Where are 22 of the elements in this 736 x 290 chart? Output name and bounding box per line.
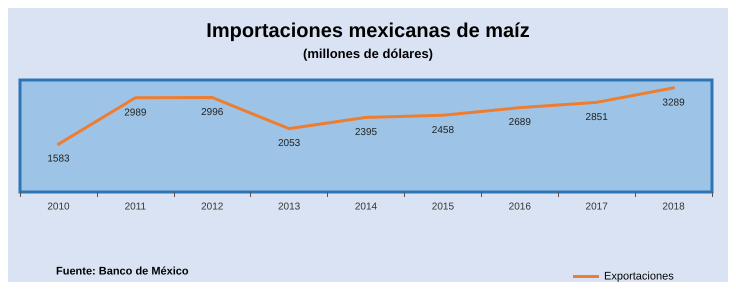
x-tick-label: 2013: [278, 202, 301, 212]
x-tick-label: 2012: [201, 202, 224, 212]
data-label: 2458: [432, 124, 454, 136]
chart-title: Importaciones mexicanas de maíz: [206, 20, 530, 42]
x-tick-label: 2014: [354, 202, 378, 212]
x-tick-label: 2015: [432, 202, 454, 212]
data-label: 2851: [586, 112, 608, 123]
data-label: 2989: [124, 107, 147, 118]
x-tick-label: 2016: [508, 202, 532, 212]
legend-label: Exportaciones: [604, 270, 674, 282]
data-label: 2996: [201, 107, 224, 118]
data-label: 2689: [508, 117, 532, 128]
data-label: 1583: [47, 154, 70, 165]
x-tick-label: 2018: [662, 202, 686, 212]
data-label: 2053: [278, 138, 301, 150]
x-tick-label: 2017: [586, 202, 608, 212]
x-tick-label: 2010: [47, 202, 70, 212]
source-note: Fuente: Banco de México: [56, 266, 189, 278]
data-label: 2395: [354, 126, 378, 138]
chart-subtitle: (millones de dólares): [302, 46, 434, 61]
data-label: 3289: [662, 97, 686, 108]
x-tick-label: 2011: [124, 202, 147, 212]
